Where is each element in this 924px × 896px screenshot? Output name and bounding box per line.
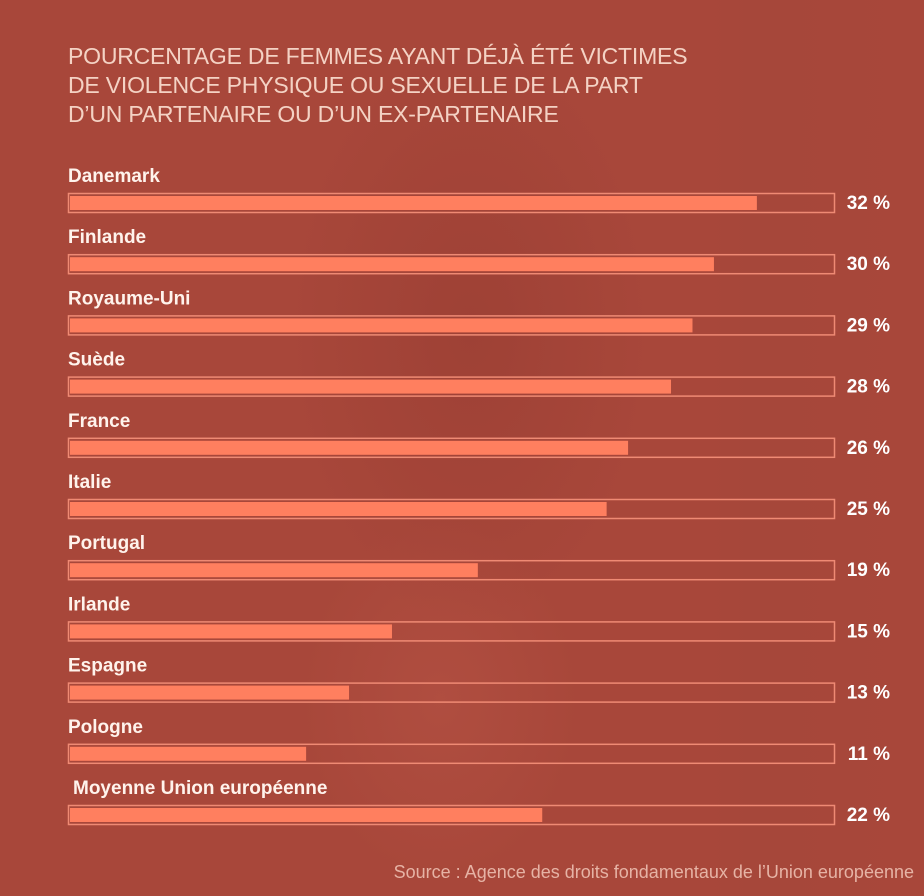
bar [70,440,629,455]
value-label: 30 % [847,254,890,275]
bar [70,624,392,639]
value-label: 13 % [847,683,890,704]
bar-track [67,621,836,642]
category-label: Italie [68,472,111,493]
bar-track [67,743,836,765]
chart-title-line-3: D’UN PARTENAIRE OU D’UN EX-PARTENAIRE [68,101,559,127]
bar [70,379,672,394]
category-label: Moyenne Union européenne [73,778,327,799]
value-label: 26 % [847,438,890,459]
bar [70,746,307,761]
category-label: Irlande [68,594,130,615]
chart-title-line-2: DE VIOLENCE PHYSIQUE OU SEXUELLE DE LA P… [68,72,643,98]
category-label: Danemark [68,166,160,187]
bar [70,502,607,516]
bar [70,808,543,822]
chart-title-line-1: POURCENTAGE DE FEMMES AYANT DÉJÀ ÉTÉ VIC… [68,43,688,69]
bar-track [67,682,836,703]
bar-track [67,192,836,214]
bar-track [67,253,836,275]
category-label: France [68,411,130,432]
value-label: 28 % [847,377,890,398]
category-label: Finlande [68,227,146,248]
bar-track [67,498,836,520]
value-label: 32 % [847,193,890,214]
bar-track [67,559,836,581]
bar [70,196,757,210]
bar [70,257,714,272]
bar [70,563,478,578]
category-label: Portugal [68,533,145,554]
value-label: 19 % [847,560,890,581]
value-label: 29 % [847,315,890,336]
category-label: Pologne [68,717,143,738]
value-label: 15 % [847,621,890,642]
chart-title: POURCENTAGE DE FEMMES AYANT DÉJÀ ÉTÉ VIC… [68,42,788,129]
category-label: Royaume-Uni [68,288,190,309]
bar-track [67,315,836,336]
bar [70,318,693,333]
bar-track [67,376,836,397]
value-label: 22 % [847,805,890,826]
bar-track [67,437,836,459]
value-label: 11 % [848,744,890,765]
source-note: Source : Agence des droits fondamentaux … [393,862,914,882]
bar [70,685,350,700]
bar-track [67,804,836,826]
category-label: Espagne [68,656,147,677]
value-label: 25 % [847,499,890,520]
category-label: Suède [68,350,125,371]
